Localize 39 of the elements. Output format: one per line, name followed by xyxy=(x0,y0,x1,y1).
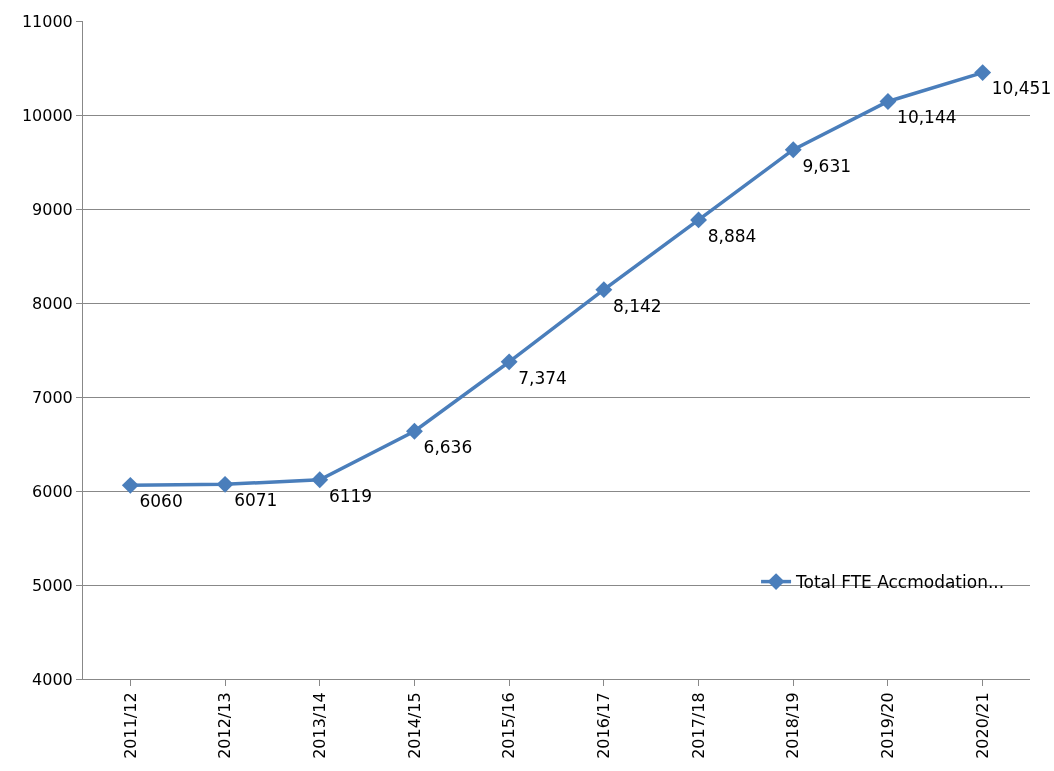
data-label: 9,631 xyxy=(802,155,852,176)
data-label: 6060 xyxy=(139,491,183,512)
data-label: 6119 xyxy=(328,485,373,506)
data-label: 8,884 xyxy=(707,225,757,246)
y-tick-label: 7000 xyxy=(32,387,73,407)
point xyxy=(406,422,423,440)
x-tick-label: 2011/12 xyxy=(120,692,140,759)
y-tick-label: 9000 xyxy=(32,199,73,219)
point xyxy=(879,93,897,110)
x-tick-label: 2018/19 xyxy=(783,692,803,759)
data-label: 10,451 xyxy=(991,78,1052,99)
data-label: 6071 xyxy=(234,490,278,511)
y-tick-label: 5000 xyxy=(32,575,73,595)
x-tick-label: 2013/14 xyxy=(309,692,329,759)
x-tick-label: 2017/18 xyxy=(688,692,708,759)
point xyxy=(500,353,518,371)
x-tick-label: 2016/17 xyxy=(594,692,614,759)
data-label: 8,142 xyxy=(612,295,662,316)
point xyxy=(311,471,329,489)
point xyxy=(784,141,802,159)
y-tick-label: 6000 xyxy=(32,481,73,501)
data-label: 7,374 xyxy=(518,367,567,388)
point xyxy=(216,475,234,493)
point xyxy=(690,211,707,229)
y-tick-label: 10000 xyxy=(21,105,73,125)
x-tick-label: 2012/13 xyxy=(215,692,235,759)
x-tick-label: 2020/21 xyxy=(972,692,992,759)
y-tick-label: 8000 xyxy=(32,293,73,313)
point xyxy=(974,64,992,82)
x-tick-label: 2015/16 xyxy=(499,692,519,759)
x-tick-label: 2019/20 xyxy=(878,692,898,759)
y-tick-label: 11000 xyxy=(21,11,73,31)
point xyxy=(121,476,139,494)
point xyxy=(595,281,613,299)
data-label: 6,636 xyxy=(423,437,473,458)
x-tick-label: 2014/15 xyxy=(404,692,424,759)
legend-label: Total FTE Accmodation... xyxy=(795,572,1005,593)
data-label: 10,144 xyxy=(897,107,957,128)
y-tick-label: 4000 xyxy=(32,669,73,689)
